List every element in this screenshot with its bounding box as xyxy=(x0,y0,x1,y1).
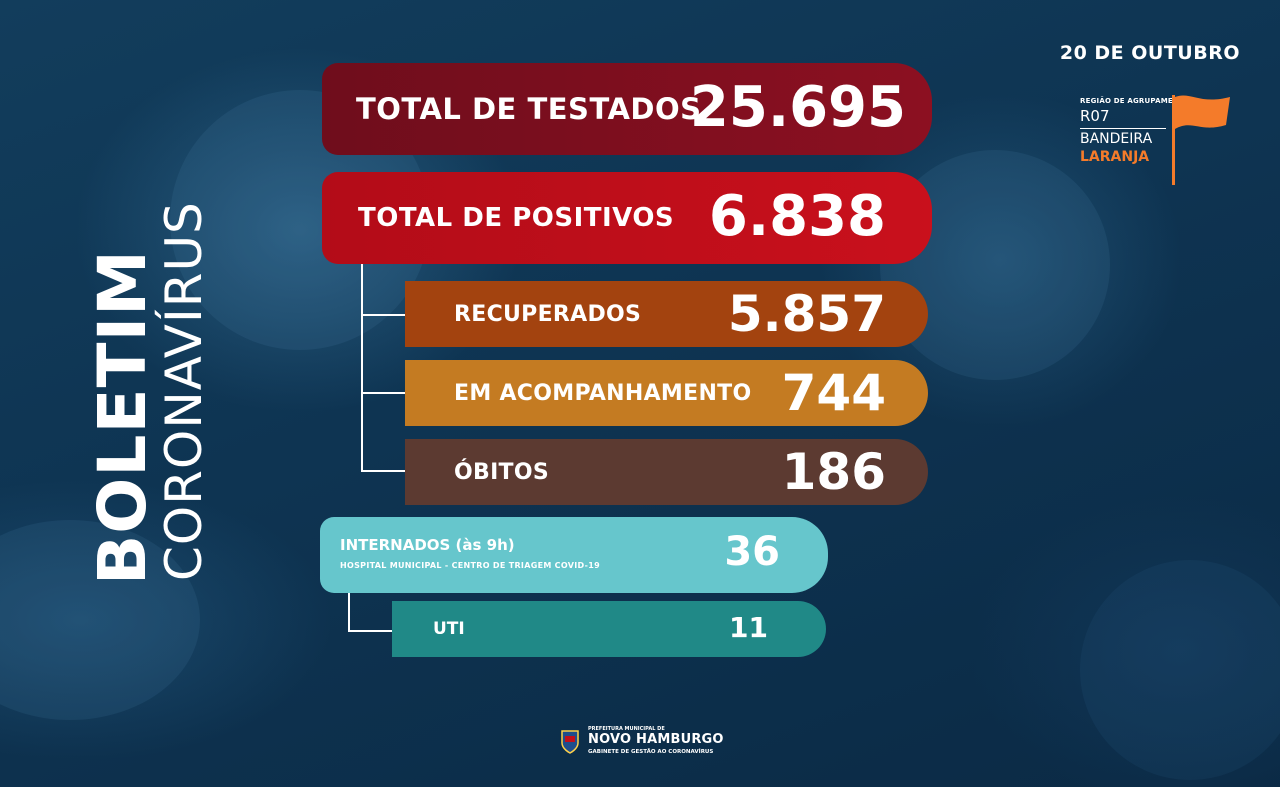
internados-value: 36 xyxy=(724,529,780,575)
internados-label: INTERNADOS (às 9h) xyxy=(340,536,515,554)
connector-acompanhamento xyxy=(361,392,433,394)
total-testados-bar: TOTAL DE TESTADOS 25.695 xyxy=(322,63,932,155)
connector-obitos xyxy=(361,470,433,472)
uti-bar: UTI 11 xyxy=(392,601,826,657)
total-testados-value: 25.695 xyxy=(689,75,906,140)
obitos-bar: ÓBITOS 186 xyxy=(405,439,928,505)
total-positivos-value: 6.838 xyxy=(708,184,886,249)
uti-value: 11 xyxy=(729,611,768,644)
region-code: R07 xyxy=(1080,107,1110,125)
uti-label: UTI xyxy=(433,619,465,639)
flag-word: BANDEIRA xyxy=(1080,131,1153,147)
acompanhamento-bar: EM ACOMPANHAMENTO 744 xyxy=(405,360,928,426)
flag-color-name: LARANJA xyxy=(1080,149,1150,165)
region-flag-block: REGIÃO DE AGRUPAMENTO R07 BANDEIRA LARAN… xyxy=(1080,95,1240,192)
total-positivos-bar: TOTAL DE POSITIVOS 6.838 xyxy=(322,172,932,264)
connector-vertical xyxy=(361,252,363,470)
total-positivos-label: TOTAL DE POSITIVOS xyxy=(358,203,675,233)
recuperados-value: 5.857 xyxy=(727,285,886,343)
city-crest-icon xyxy=(561,730,579,754)
footer-line-1: PREFEITURA MUNICIPAL DE xyxy=(588,726,665,732)
bulletin-date: 20 DE OUTUBRO xyxy=(1059,42,1240,64)
footer-line-3: GABINETE DE GESTÃO AO CORONAVÍRUS xyxy=(588,749,714,755)
internados-subtitle: HOSPITAL MUNICIPAL - CENTRO DE TRIAGEM C… xyxy=(340,561,600,570)
title-boletim: BOLETIM xyxy=(84,249,161,585)
footer-line-2: NOVO HAMBURGO xyxy=(588,732,724,747)
acompanhamento-value: 744 xyxy=(781,364,886,422)
orange-flag-icon xyxy=(1172,95,1230,185)
connector-recuperados xyxy=(361,314,433,316)
obitos-label: ÓBITOS xyxy=(454,459,550,485)
total-testados-label: TOTAL DE TESTADOS xyxy=(356,92,702,126)
region-divider xyxy=(1080,128,1166,129)
footer-logo: PREFEITURA MUNICIPAL DE NOVO HAMBURGO GA… xyxy=(560,724,740,758)
internados-bar: INTERNADOS (às 9h) HOSPITAL MUNICIPAL - … xyxy=(320,517,828,593)
region-label: REGIÃO DE AGRUPAMENTO xyxy=(1080,97,1191,105)
vertical-title: BOLETIM CORONAVÍRUS xyxy=(84,201,213,585)
recuperados-label: RECUPERADOS xyxy=(454,301,642,327)
recuperados-bar: RECUPERADOS 5.857 xyxy=(405,281,928,347)
title-coronavirus: CORONAVÍRUS xyxy=(155,201,213,581)
connector-uti-vertical xyxy=(348,586,350,632)
obitos-value: 186 xyxy=(781,443,886,501)
connector-uti xyxy=(348,630,412,632)
acompanhamento-label: EM ACOMPANHAMENTO xyxy=(454,380,752,406)
